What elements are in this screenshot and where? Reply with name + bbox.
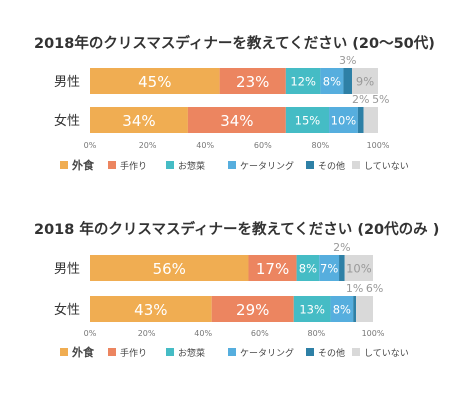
bar-segment — [248, 255, 297, 281]
x-tick-label: 100% — [367, 141, 390, 150]
x-tick-label: 0% — [84, 141, 97, 150]
data-label: 56% — [153, 260, 186, 278]
legend-label: していない — [364, 161, 409, 172]
bar-segment — [296, 255, 320, 281]
bar-segment — [330, 296, 354, 322]
category-label: 女性 — [54, 113, 80, 129]
x-tick-label: 40% — [194, 329, 212, 338]
x-tick-label: 20% — [138, 329, 156, 338]
bar-segment — [320, 68, 344, 94]
bar-segment — [343, 68, 353, 94]
x-tick-label: 80% — [308, 329, 326, 338]
data-label: 10% — [331, 114, 357, 128]
bar-segment — [319, 255, 340, 281]
data-label: 13% — [299, 303, 325, 317]
legend-label: お惣菜 — [178, 347, 205, 359]
legend-swatch — [60, 161, 68, 169]
x-tick-label: 20% — [139, 141, 157, 150]
bar-segment — [357, 107, 364, 133]
x-tick-label: 60% — [254, 141, 272, 150]
data-label: 2% — [333, 241, 350, 254]
bar-segment — [352, 68, 378, 94]
chart-2: 2018 年のクリスマスディナーを教えてください (20代のみ ) 男性 56% 17… — [34, 220, 439, 359]
data-label: 15% — [295, 114, 321, 128]
bar-segment — [329, 107, 358, 133]
legend-swatch — [352, 348, 360, 356]
legend-swatch — [228, 348, 236, 356]
data-label: 34% — [220, 112, 253, 130]
data-label: 17% — [256, 260, 289, 278]
data-label: 8% — [299, 262, 317, 276]
legend-swatch — [306, 161, 314, 169]
data-label: 10% — [346, 262, 372, 276]
x-tick-label: 40% — [196, 141, 214, 150]
category-label: 女性 — [54, 302, 80, 318]
legend-swatch — [166, 161, 174, 169]
legend-swatch — [108, 161, 116, 169]
legend-swatch — [352, 161, 360, 169]
legend-label: 外食 — [71, 345, 95, 359]
chart-1: 2018年のクリスマスディナーを教えてください (20〜50代) 男性 45% 23%… — [34, 34, 435, 172]
bar-segment — [90, 255, 249, 281]
x-tick-label: 100% — [362, 329, 385, 338]
x-tick-label: 0% — [84, 329, 97, 338]
bar-segment — [356, 296, 373, 322]
data-label: 8% — [333, 303, 351, 317]
data-label: 1% — [346, 282, 363, 295]
bar-segment — [90, 296, 212, 322]
x-tick-label: 80% — [312, 141, 330, 150]
bar-segment — [90, 107, 188, 133]
legend-label: その他 — [318, 160, 345, 172]
bar-segment — [219, 68, 286, 94]
data-label: 9% — [356, 75, 374, 89]
data-label: 6% — [366, 282, 383, 295]
data-label: 43% — [134, 301, 167, 319]
x-tick-label: 60% — [251, 329, 269, 338]
legend-label: 外食 — [71, 158, 95, 172]
category-label: 男性 — [54, 75, 80, 90]
category-label: 男性 — [54, 262, 80, 277]
bar-segment — [339, 255, 345, 281]
bar-segment — [211, 296, 294, 322]
chart-title: 2018年のクリスマスディナーを教えてください (20〜50代) — [34, 34, 435, 52]
data-label: 7% — [320, 262, 338, 276]
data-label: 45% — [138, 73, 171, 91]
bar-segment — [90, 68, 220, 94]
data-label: 8% — [323, 75, 341, 89]
chart-title: 2018 年のクリスマスディナーを教えてください (20代のみ ) — [34, 220, 439, 238]
legend-label: していない — [364, 348, 409, 359]
legend-label: お惣菜 — [178, 160, 205, 172]
data-label: 5% — [372, 93, 389, 106]
data-label: 2% — [352, 93, 369, 106]
bar-segment — [363, 107, 378, 133]
legend-label: ケータリング — [240, 347, 294, 359]
legend-swatch — [306, 348, 314, 356]
legend-swatch — [60, 348, 68, 356]
legend-swatch — [108, 348, 116, 356]
legend-label: 手作り — [120, 160, 147, 172]
legend-swatch — [166, 348, 174, 356]
legend-swatch — [228, 161, 236, 169]
bar-segment — [293, 296, 331, 322]
bar-segment — [285, 68, 321, 94]
bar-segment — [344, 255, 373, 281]
bar-segment — [285, 107, 330, 133]
legend-label: ケータリング — [240, 160, 294, 172]
data-label: 12% — [290, 75, 316, 89]
bar-segment — [187, 107, 286, 133]
data-label: 23% — [236, 73, 269, 91]
data-label: 34% — [122, 112, 155, 130]
legend-label: その他 — [318, 347, 345, 359]
bar-segment — [353, 296, 357, 322]
legend-label: 手作り — [120, 347, 147, 359]
data-label: 29% — [236, 301, 269, 319]
data-label: 3% — [339, 54, 356, 67]
